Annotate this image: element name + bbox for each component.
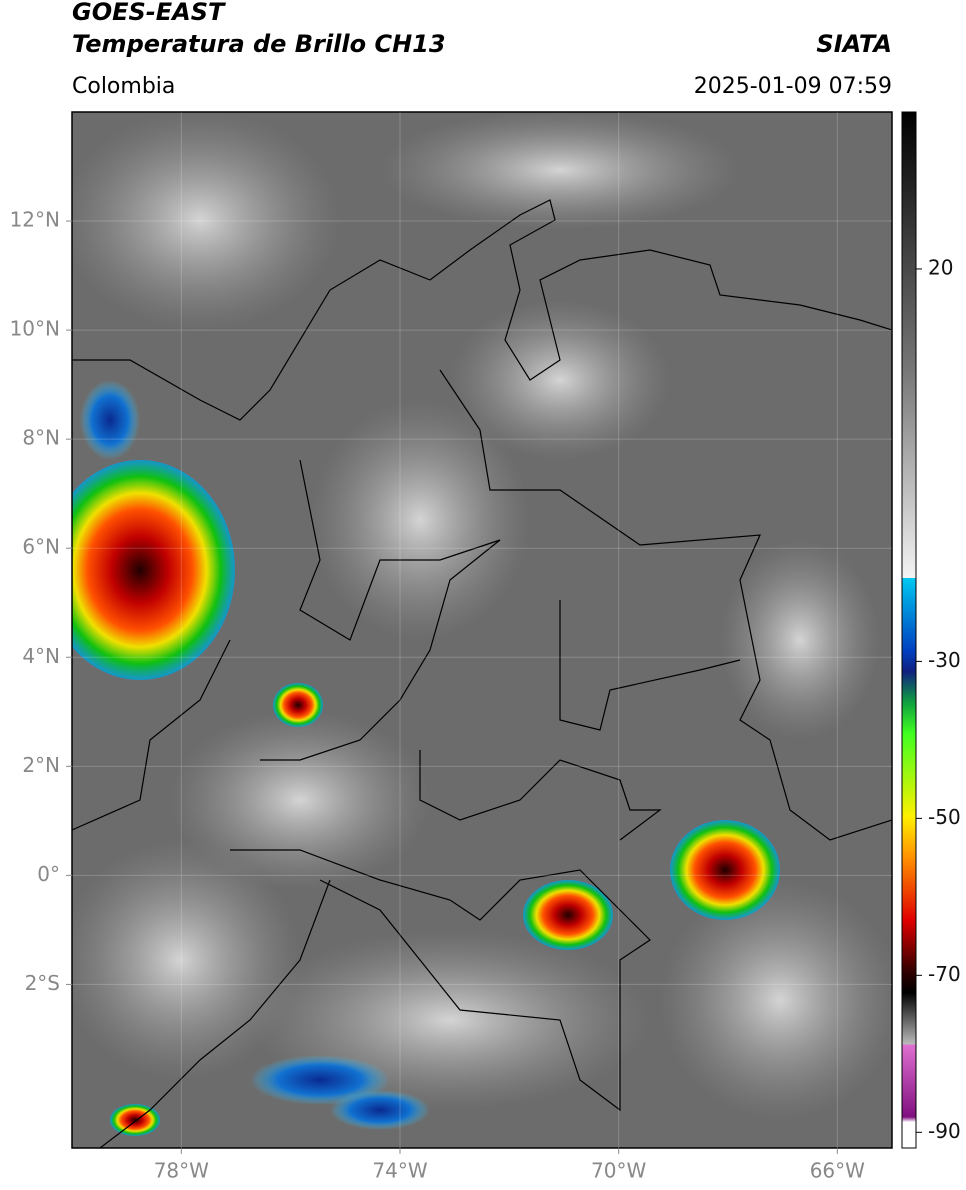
lat-tick-label: 6°N: [22, 535, 60, 559]
lon-tick-label: 70°W: [591, 1159, 646, 1183]
colorbar-tick-label: 20: [928, 255, 953, 279]
satellite-image: [72, 112, 892, 1148]
title: GOES-EAST: [72, 0, 226, 26]
lat-tick-label: 12°N: [10, 208, 60, 232]
lat-tick-label: 0°: [37, 862, 60, 886]
lat-tick-label: 2°N: [22, 753, 60, 777]
lat-tick-label: 10°N: [10, 317, 60, 341]
source: SIATA: [816, 30, 892, 58]
lat-tick-label: 8°N: [22, 426, 60, 450]
colorbar-tick-label: -90: [928, 1119, 961, 1143]
map-frame: [71, 111, 893, 1149]
subtitle: Temperatura de Brillo CH13: [72, 30, 446, 58]
lat-tick-label: 2°S: [25, 971, 60, 995]
region: Colombia: [72, 74, 175, 99]
timestamp: 2025-01-09 07:59: [694, 74, 892, 99]
lat-tick-label: 4°N: [22, 644, 60, 668]
colorbar: [901, 111, 917, 1149]
lon-tick-label: 66°W: [810, 1159, 865, 1183]
lon-tick-label: 74°W: [372, 1159, 427, 1183]
colorbar-tick-label: -50: [928, 805, 961, 829]
colorbar-tick-label: -30: [928, 648, 961, 672]
colorbar-tick-label: -70: [928, 962, 961, 986]
lon-tick-label: 78°W: [154, 1159, 209, 1183]
